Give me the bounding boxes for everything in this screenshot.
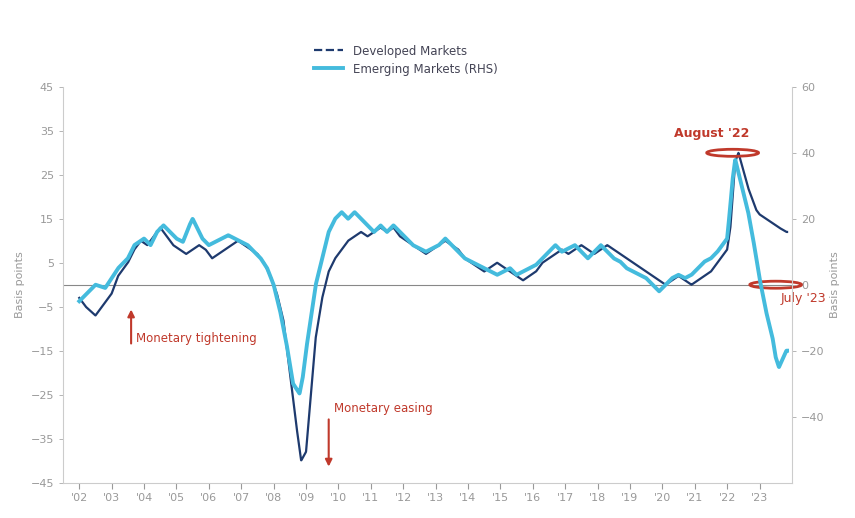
Text: August '22: August '22 — [675, 127, 750, 140]
Text: July '23: July '23 — [781, 292, 826, 305]
Text: Monetary easing: Monetary easing — [333, 402, 433, 415]
Legend: Developed Markets, Emerging Markets (RHS): Developed Markets, Emerging Markets (RHS… — [310, 41, 501, 79]
Text: Monetary tightening: Monetary tightening — [136, 332, 256, 345]
Y-axis label: Basis points: Basis points — [830, 251, 840, 318]
Y-axis label: Basis points: Basis points — [15, 251, 25, 318]
